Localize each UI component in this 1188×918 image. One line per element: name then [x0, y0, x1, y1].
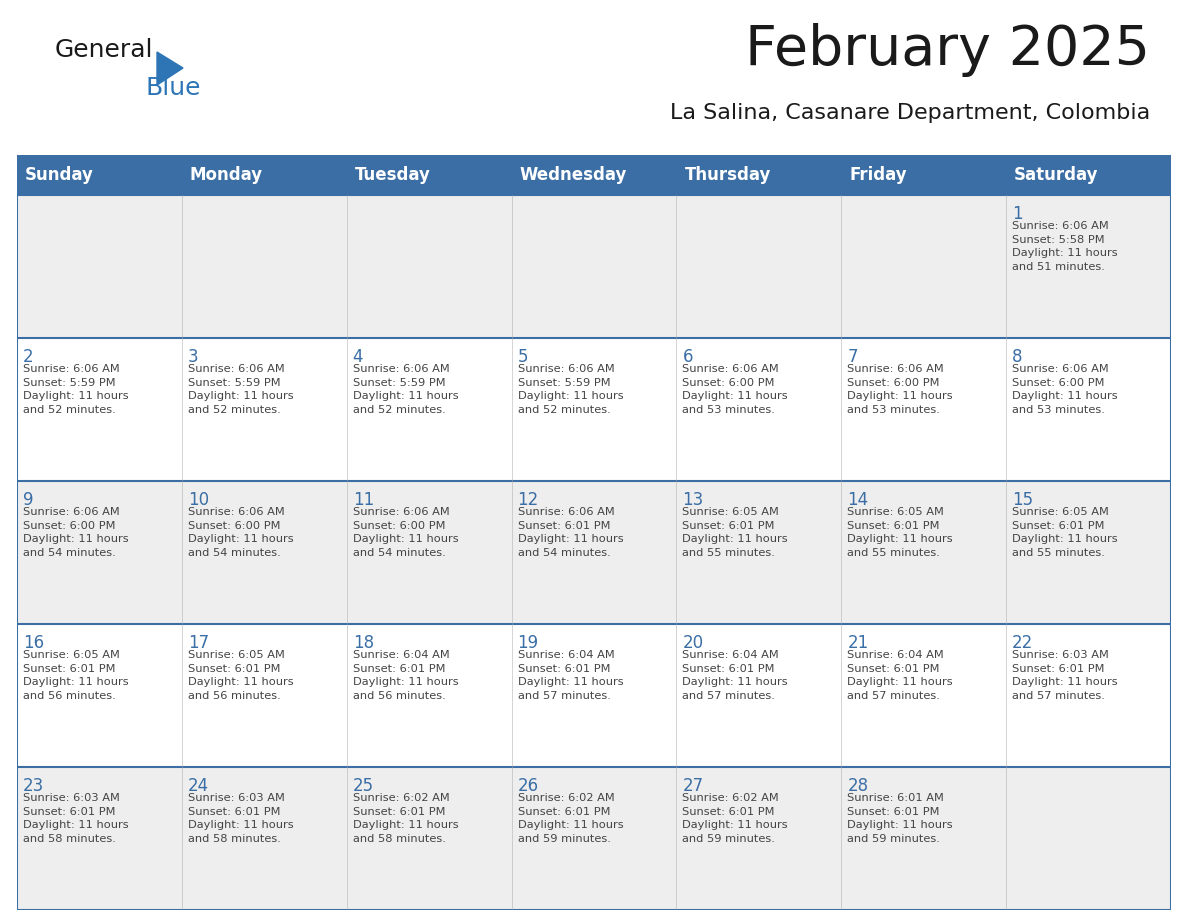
- Text: General: General: [55, 38, 153, 62]
- Text: Tuesday: Tuesday: [355, 166, 430, 184]
- Text: 24: 24: [188, 777, 209, 795]
- Text: 21: 21: [847, 634, 868, 652]
- Text: Sunrise: 6:06 AM
Sunset: 6:00 PM
Daylight: 11 hours
and 54 minutes.: Sunrise: 6:06 AM Sunset: 6:00 PM Dayligh…: [188, 507, 293, 558]
- Text: 27: 27: [682, 777, 703, 795]
- Text: Sunrise: 6:03 AM
Sunset: 6:01 PM
Daylight: 11 hours
and 57 minutes.: Sunrise: 6:03 AM Sunset: 6:01 PM Dayligh…: [1012, 650, 1118, 700]
- Text: 18: 18: [353, 634, 374, 652]
- Text: 17: 17: [188, 634, 209, 652]
- Bar: [17, 155, 1171, 195]
- Text: Sunrise: 6:05 AM
Sunset: 6:01 PM
Daylight: 11 hours
and 55 minutes.: Sunrise: 6:05 AM Sunset: 6:01 PM Dayligh…: [847, 507, 953, 558]
- Text: February 2025: February 2025: [745, 23, 1150, 77]
- Text: Sunrise: 6:05 AM
Sunset: 6:01 PM
Daylight: 11 hours
and 56 minutes.: Sunrise: 6:05 AM Sunset: 6:01 PM Dayligh…: [188, 650, 293, 700]
- Text: 9: 9: [23, 491, 33, 509]
- Text: Sunrise: 6:02 AM
Sunset: 6:01 PM
Daylight: 11 hours
and 59 minutes.: Sunrise: 6:02 AM Sunset: 6:01 PM Dayligh…: [518, 793, 624, 844]
- Text: 28: 28: [847, 777, 868, 795]
- Text: Sunrise: 6:06 AM
Sunset: 6:00 PM
Daylight: 11 hours
and 54 minutes.: Sunrise: 6:06 AM Sunset: 6:00 PM Dayligh…: [23, 507, 128, 558]
- Bar: [17, 767, 1171, 910]
- Bar: [17, 195, 1171, 338]
- Text: 1: 1: [1012, 205, 1023, 223]
- Text: 14: 14: [847, 491, 868, 509]
- Bar: [17, 481, 1171, 624]
- Text: Sunrise: 6:06 AM
Sunset: 6:00 PM
Daylight: 11 hours
and 54 minutes.: Sunrise: 6:06 AM Sunset: 6:00 PM Dayligh…: [353, 507, 459, 558]
- Text: Sunrise: 6:05 AM
Sunset: 6:01 PM
Daylight: 11 hours
and 55 minutes.: Sunrise: 6:05 AM Sunset: 6:01 PM Dayligh…: [682, 507, 788, 558]
- Text: Sunrise: 6:03 AM
Sunset: 6:01 PM
Daylight: 11 hours
and 58 minutes.: Sunrise: 6:03 AM Sunset: 6:01 PM Dayligh…: [23, 793, 128, 844]
- Text: Sunrise: 6:06 AM
Sunset: 5:59 PM
Daylight: 11 hours
and 52 minutes.: Sunrise: 6:06 AM Sunset: 5:59 PM Dayligh…: [23, 364, 128, 415]
- Text: Friday: Friday: [849, 166, 906, 184]
- Text: Sunday: Sunday: [25, 166, 94, 184]
- Text: Sunrise: 6:01 AM
Sunset: 6:01 PM
Daylight: 11 hours
and 59 minutes.: Sunrise: 6:01 AM Sunset: 6:01 PM Dayligh…: [847, 793, 953, 844]
- Text: 8: 8: [1012, 348, 1023, 366]
- Text: Blue: Blue: [145, 76, 201, 100]
- Text: Sunrise: 6:06 AM
Sunset: 6:00 PM
Daylight: 11 hours
and 53 minutes.: Sunrise: 6:06 AM Sunset: 6:00 PM Dayligh…: [682, 364, 788, 415]
- Text: 5: 5: [518, 348, 529, 366]
- Text: 13: 13: [682, 491, 703, 509]
- Text: Sunrise: 6:06 AM
Sunset: 5:59 PM
Daylight: 11 hours
and 52 minutes.: Sunrise: 6:06 AM Sunset: 5:59 PM Dayligh…: [518, 364, 624, 415]
- Text: 2: 2: [23, 348, 33, 366]
- Text: La Salina, Casanare Department, Colombia: La Salina, Casanare Department, Colombia: [670, 103, 1150, 123]
- Text: 19: 19: [518, 634, 538, 652]
- Text: Sunrise: 6:06 AM
Sunset: 6:00 PM
Daylight: 11 hours
and 53 minutes.: Sunrise: 6:06 AM Sunset: 6:00 PM Dayligh…: [1012, 364, 1118, 415]
- Text: Sunrise: 6:04 AM
Sunset: 6:01 PM
Daylight: 11 hours
and 57 minutes.: Sunrise: 6:04 AM Sunset: 6:01 PM Dayligh…: [518, 650, 624, 700]
- Text: Sunrise: 6:04 AM
Sunset: 6:01 PM
Daylight: 11 hours
and 56 minutes.: Sunrise: 6:04 AM Sunset: 6:01 PM Dayligh…: [353, 650, 459, 700]
- Text: 4: 4: [353, 348, 364, 366]
- Text: Sunrise: 6:06 AM
Sunset: 5:59 PM
Daylight: 11 hours
and 52 minutes.: Sunrise: 6:06 AM Sunset: 5:59 PM Dayligh…: [188, 364, 293, 415]
- Text: Sunrise: 6:02 AM
Sunset: 6:01 PM
Daylight: 11 hours
and 58 minutes.: Sunrise: 6:02 AM Sunset: 6:01 PM Dayligh…: [353, 793, 459, 844]
- Text: 7: 7: [847, 348, 858, 366]
- Text: 15: 15: [1012, 491, 1034, 509]
- Text: Saturday: Saturday: [1015, 166, 1099, 184]
- Text: 22: 22: [1012, 634, 1034, 652]
- Text: Sunrise: 6:06 AM
Sunset: 5:59 PM
Daylight: 11 hours
and 52 minutes.: Sunrise: 6:06 AM Sunset: 5:59 PM Dayligh…: [353, 364, 459, 415]
- Text: 26: 26: [518, 777, 538, 795]
- Text: 11: 11: [353, 491, 374, 509]
- Text: 6: 6: [682, 348, 693, 366]
- Text: 16: 16: [23, 634, 44, 652]
- Text: Sunrise: 6:06 AM
Sunset: 5:58 PM
Daylight: 11 hours
and 51 minutes.: Sunrise: 6:06 AM Sunset: 5:58 PM Dayligh…: [1012, 221, 1118, 272]
- Text: Thursday: Thursday: [684, 166, 771, 184]
- Text: Wednesday: Wednesday: [519, 166, 627, 184]
- Text: 25: 25: [353, 777, 374, 795]
- Text: Sunrise: 6:03 AM
Sunset: 6:01 PM
Daylight: 11 hours
and 58 minutes.: Sunrise: 6:03 AM Sunset: 6:01 PM Dayligh…: [188, 793, 293, 844]
- Text: Sunrise: 6:04 AM
Sunset: 6:01 PM
Daylight: 11 hours
and 57 minutes.: Sunrise: 6:04 AM Sunset: 6:01 PM Dayligh…: [682, 650, 788, 700]
- Text: Sunrise: 6:05 AM
Sunset: 6:01 PM
Daylight: 11 hours
and 56 minutes.: Sunrise: 6:05 AM Sunset: 6:01 PM Dayligh…: [23, 650, 128, 700]
- Bar: [17, 338, 1171, 481]
- Text: Sunrise: 6:04 AM
Sunset: 6:01 PM
Daylight: 11 hours
and 57 minutes.: Sunrise: 6:04 AM Sunset: 6:01 PM Dayligh…: [847, 650, 953, 700]
- Text: 23: 23: [23, 777, 44, 795]
- Bar: [17, 624, 1171, 767]
- Text: 12: 12: [518, 491, 539, 509]
- Text: Monday: Monday: [190, 166, 263, 184]
- Text: 20: 20: [682, 634, 703, 652]
- Text: Sunrise: 6:06 AM
Sunset: 6:01 PM
Daylight: 11 hours
and 54 minutes.: Sunrise: 6:06 AM Sunset: 6:01 PM Dayligh…: [518, 507, 624, 558]
- Polygon shape: [157, 52, 183, 85]
- Text: Sunrise: 6:06 AM
Sunset: 6:00 PM
Daylight: 11 hours
and 53 minutes.: Sunrise: 6:06 AM Sunset: 6:00 PM Dayligh…: [847, 364, 953, 415]
- Text: 10: 10: [188, 491, 209, 509]
- Text: Sunrise: 6:02 AM
Sunset: 6:01 PM
Daylight: 11 hours
and 59 minutes.: Sunrise: 6:02 AM Sunset: 6:01 PM Dayligh…: [682, 793, 788, 844]
- Text: Sunrise: 6:05 AM
Sunset: 6:01 PM
Daylight: 11 hours
and 55 minutes.: Sunrise: 6:05 AM Sunset: 6:01 PM Dayligh…: [1012, 507, 1118, 558]
- Text: 3: 3: [188, 348, 198, 366]
